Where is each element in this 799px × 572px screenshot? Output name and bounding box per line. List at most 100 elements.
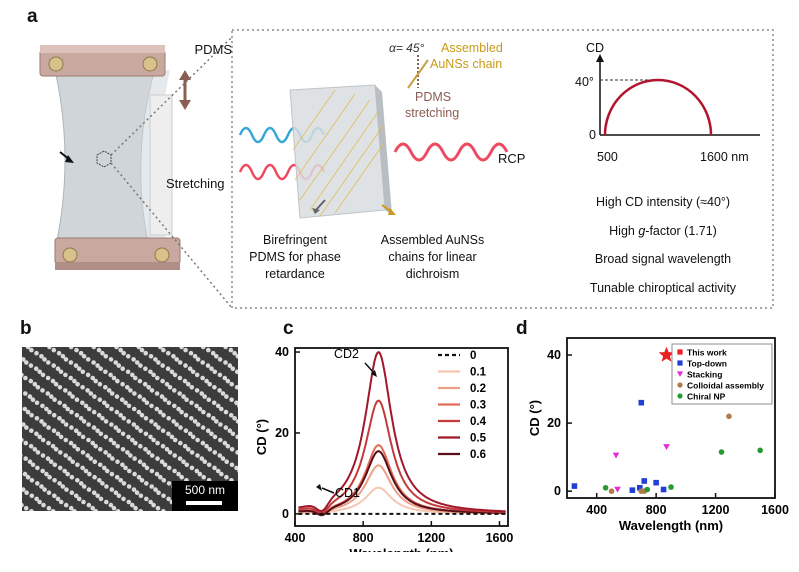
nanosphere bbox=[100, 481, 105, 486]
nanosphere bbox=[200, 425, 206, 430]
nanosphere bbox=[28, 378, 34, 384]
nanosphere bbox=[96, 412, 102, 418]
nanosphere bbox=[158, 474, 163, 480]
nanosphere bbox=[121, 481, 127, 486]
nanosphere bbox=[109, 471, 115, 477]
nanosphere bbox=[205, 428, 211, 433]
nanosphere bbox=[149, 388, 155, 393]
x-tick-label: 1200 bbox=[702, 503, 730, 517]
data-point-top-down bbox=[637, 484, 643, 491]
nanosphere bbox=[217, 357, 223, 362]
x-tick-label: 800 bbox=[646, 503, 667, 517]
nanosphere bbox=[74, 347, 79, 353]
nanosphere bbox=[90, 505, 95, 511]
nanosphere bbox=[24, 360, 29, 365]
nanosphere bbox=[179, 474, 184, 480]
nanosphere bbox=[53, 381, 59, 387]
x-tick-label: 800 bbox=[353, 531, 374, 545]
nanosphere bbox=[162, 397, 168, 402]
nanosphere bbox=[205, 363, 211, 368]
nanosphere bbox=[93, 378, 98, 384]
nanosphere bbox=[91, 490, 97, 495]
nanosphere bbox=[128, 453, 133, 458]
nanosphere bbox=[125, 354, 131, 359]
nanosphere bbox=[194, 372, 200, 378]
inset-y-arrow-icon bbox=[596, 54, 604, 62]
nanosphere bbox=[194, 468, 200, 474]
nanosphere bbox=[27, 459, 33, 464]
series-line-0.6 bbox=[298, 450, 506, 517]
nanosphere bbox=[114, 409, 120, 415]
nanosphere bbox=[35, 450, 41, 455]
nanosphere bbox=[234, 369, 238, 375]
nanosphere bbox=[105, 468, 110, 474]
nanosphere bbox=[210, 350, 216, 356]
nanosphere bbox=[123, 465, 128, 471]
nanosphere bbox=[40, 468, 45, 474]
nanosphere bbox=[103, 354, 109, 359]
nanosphere bbox=[57, 416, 62, 421]
nanosphere bbox=[73, 363, 79, 368]
nanosphere bbox=[181, 394, 186, 399]
assembled-line-1: Assembled AuNSs bbox=[380, 233, 485, 247]
nanosphere bbox=[57, 465, 63, 471]
nanosphere bbox=[128, 388, 133, 393]
panel-c-letter: c bbox=[283, 318, 294, 339]
nanosphere bbox=[69, 409, 74, 415]
pdms-arrow-icon bbox=[315, 199, 326, 211]
screw-icon bbox=[154, 247, 170, 263]
nanosphere bbox=[232, 416, 237, 421]
nanosphere bbox=[130, 437, 135, 443]
nanosphere bbox=[68, 360, 74, 365]
nanosphere bbox=[119, 397, 125, 402]
nanosphere bbox=[149, 484, 154, 489]
cd1-arrowhead-icon bbox=[316, 484, 322, 491]
chain-arrowhead-icon bbox=[388, 208, 396, 215]
nanosphere bbox=[141, 397, 147, 402]
nanosphere bbox=[80, 400, 85, 406]
nanosphere bbox=[111, 505, 117, 511]
rcp-label: RCP bbox=[498, 151, 525, 166]
nanosphere bbox=[102, 465, 107, 471]
nanosphere bbox=[41, 502, 46, 508]
nanosphere bbox=[183, 428, 189, 433]
nanosphere bbox=[194, 388, 200, 393]
nanosphere bbox=[156, 360, 161, 365]
nanosphere bbox=[126, 484, 132, 489]
nanosphere bbox=[217, 388, 222, 393]
nanosphere bbox=[206, 397, 212, 402]
nanosphere bbox=[131, 357, 136, 362]
nanosphere bbox=[67, 456, 72, 461]
nanosphere bbox=[95, 428, 100, 433]
nanosphere bbox=[22, 437, 24, 443]
nanosphere bbox=[111, 440, 117, 446]
nanosphere bbox=[108, 502, 114, 508]
nanosphere bbox=[62, 468, 67, 474]
nanosphere bbox=[214, 419, 219, 424]
nanosphere bbox=[76, 431, 82, 437]
inset-cd-axis-label: CD bbox=[586, 41, 604, 55]
nanosphere bbox=[28, 443, 34, 449]
nanosphere bbox=[108, 357, 114, 362]
nanosphere bbox=[166, 481, 172, 486]
nanosphere bbox=[103, 419, 109, 424]
legend-marker bbox=[677, 382, 683, 388]
note-cd-intensity: High CD intensity (≈40°) bbox=[563, 195, 763, 209]
nanosphere bbox=[123, 400, 128, 406]
nanosphere bbox=[115, 378, 120, 384]
nanosphere bbox=[169, 434, 175, 440]
nanosphere bbox=[106, 453, 112, 458]
nanosphere bbox=[23, 505, 29, 511]
legend-marker bbox=[677, 349, 683, 355]
nanosphere bbox=[46, 490, 52, 495]
data-point-this-work bbox=[658, 346, 675, 362]
nanosphere bbox=[167, 385, 173, 390]
nanosphere bbox=[80, 465, 85, 471]
nanosphere bbox=[115, 509, 121, 511]
data-point-stacking bbox=[612, 452, 620, 459]
nanosphere bbox=[29, 412, 34, 418]
nanosphere bbox=[23, 375, 28, 381]
nanosphere bbox=[164, 381, 170, 387]
nanosphere bbox=[28, 363, 34, 368]
note-3-text: Broad signal wavelength bbox=[594, 252, 732, 266]
